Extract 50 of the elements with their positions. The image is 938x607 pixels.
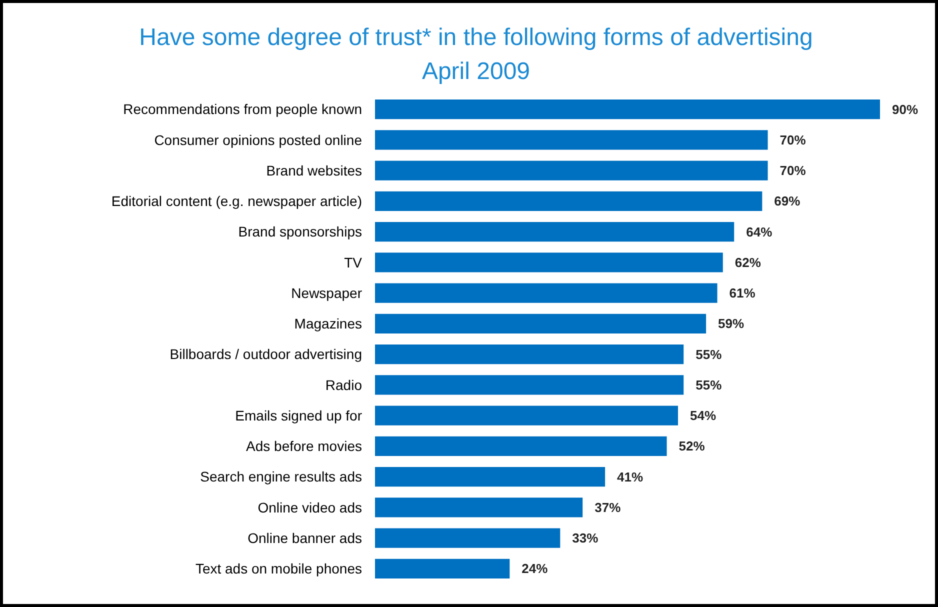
data-label: 37% [594,500,622,515]
bar [375,344,684,364]
data-label: 41% [617,469,644,484]
y-tick-label: Search engine results ads [200,468,362,485]
y-tick-label: Text ads on mobile phones [195,560,362,577]
data-label: 62% [734,254,762,270]
bar [375,252,723,272]
y-tick-label: Emails signed up for [235,407,362,424]
bar [375,467,606,487]
data-label: 54% [690,408,716,424]
y-tick-label: TV [344,254,363,270]
data-label: 70% [780,132,806,148]
bar [375,130,768,150]
bar [375,283,718,303]
bar [375,375,684,395]
bar [375,436,667,456]
y-tick-label: Consumer opinions posted online [154,132,362,148]
y-tick-label: Ads before movies [246,438,362,454]
y-tick-label: Magazines [294,316,362,332]
bar [375,406,678,426]
y-tick-label: Newspaper [291,284,362,301]
bar [375,100,880,120]
y-tick-label: Billboards / outdoor advertising [170,346,362,362]
y-tick-label: Recommendations from people known [123,101,362,118]
y-tick-label: Editorial content (e.g. newspaper article) [111,193,362,210]
data-label: 90% [892,102,918,117]
data-label: 61% [729,286,756,301]
data-label: 55% [696,377,722,392]
y-tick-label: Brand sponsorships [238,224,362,240]
y-tick-label: Radio [325,376,362,393]
bar [375,558,510,578]
bar [375,191,762,211]
data-label: 33% [572,530,599,546]
chart-subtitle: April 2009 [422,58,530,85]
data-label: 52% [678,438,706,454]
bar [375,222,734,242]
data-label: 70% [780,163,806,178]
bar [375,314,706,334]
y-tick-label: Online video ads [258,499,362,516]
chart-title: Have some degree of trust* in the following forms of advertising [139,24,813,51]
y-tick-label: Online banner ads [248,530,362,546]
data-label: 59% [718,316,745,332]
bar [375,160,768,180]
y-tick-label: Brand websites [266,162,362,178]
data-label: 24% [522,561,548,576]
data-label: 69% [774,194,801,209]
bar [375,528,560,548]
data-label: 64% [746,224,773,240]
bar [375,498,583,518]
data-label: 55% [696,346,722,362]
